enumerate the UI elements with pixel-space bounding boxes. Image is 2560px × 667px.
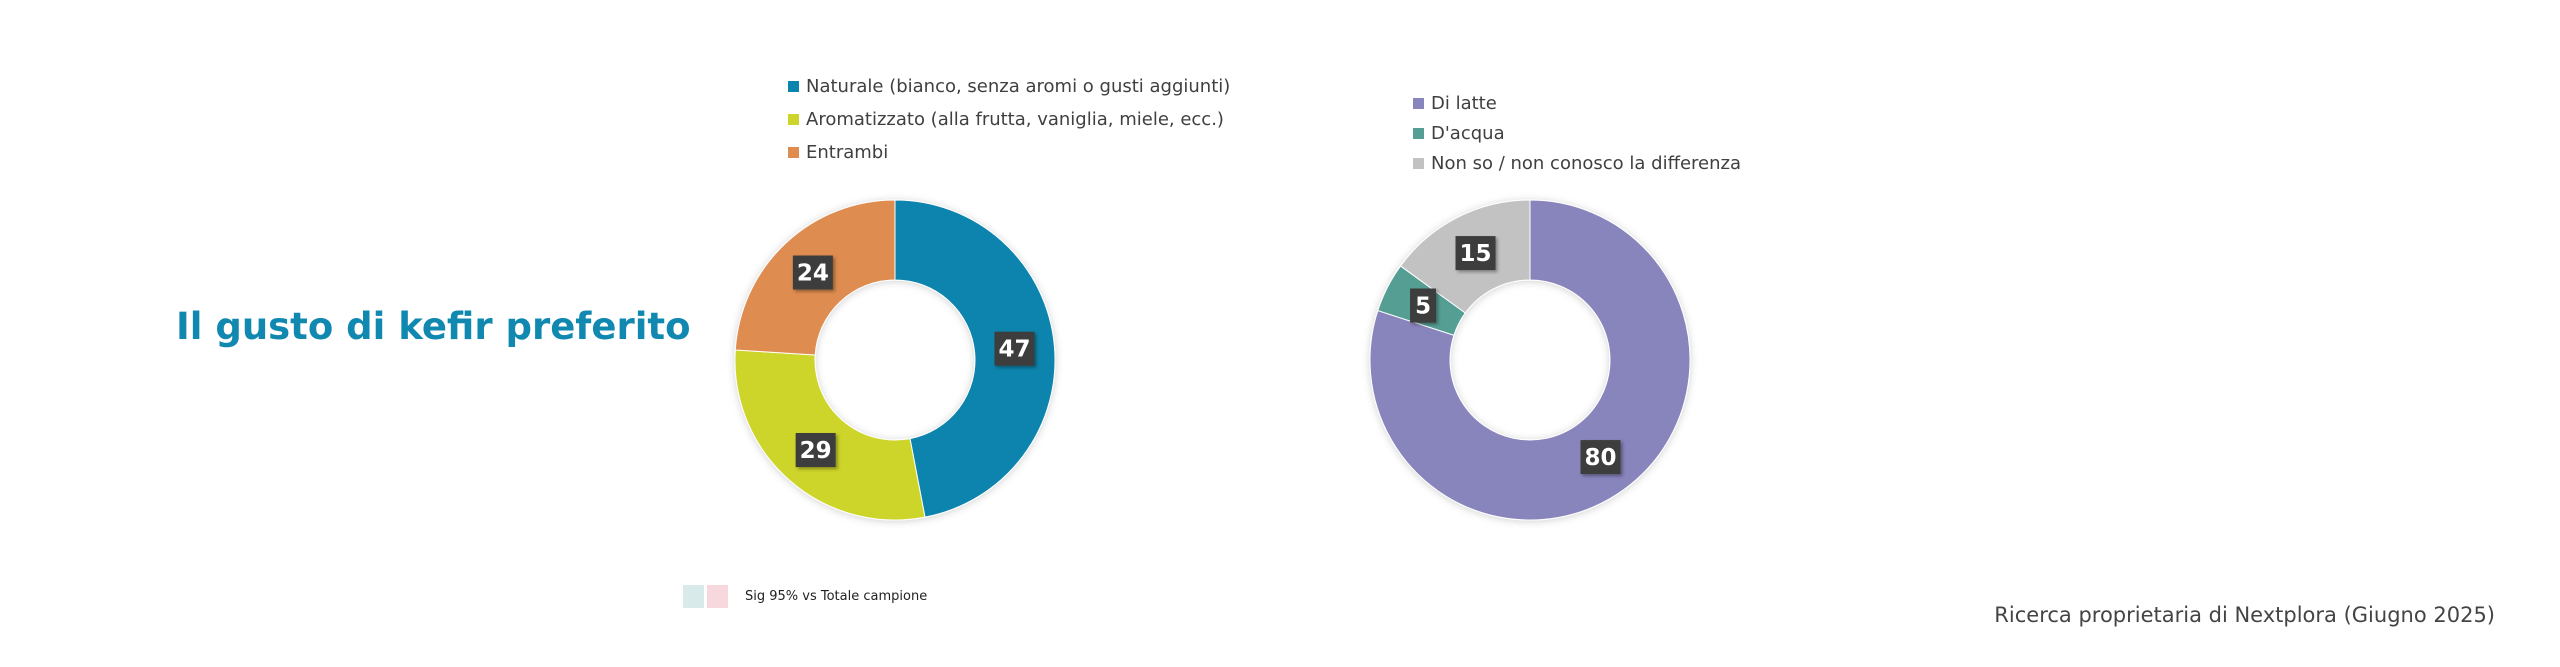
data-label: 80	[1585, 445, 1617, 471]
donut-slice	[1369, 199, 1691, 521]
chart-title: Il gusto di kefir preferito	[176, 305, 691, 348]
data-label: 5	[1415, 294, 1431, 320]
donut-chart-kefir-flavor: 47 29 24	[734, 199, 1056, 521]
data-label-box	[994, 331, 1035, 366]
legend-swatch	[788, 81, 799, 92]
legend-label: Aromatizzato (alla frutta, vaniglia, mie…	[806, 109, 1224, 130]
legend-label: Non so / non conosco la differenza	[1431, 152, 1742, 174]
sig-swatch-positive	[683, 585, 704, 608]
legend-item: D'acqua	[1413, 118, 1741, 148]
data-label-box	[792, 255, 833, 290]
legend-kefir-flavor: Naturale (bianco, senza aromi o gusti ag…	[788, 70, 1230, 169]
legend-label: Entrambi	[806, 142, 889, 163]
legend-label: D'acqua	[1431, 122, 1505, 144]
data-label-box	[1580, 440, 1621, 475]
legend-label: Di latte	[1431, 92, 1497, 114]
donut-chart-kefir-type: 80 5 15	[1369, 199, 1691, 521]
data-label: 47	[998, 337, 1030, 363]
source-note: Ricerca proprietaria di Nextplora (Giugn…	[1994, 603, 2495, 627]
legend-swatch	[788, 147, 799, 158]
data-label: 29	[800, 438, 832, 464]
legend-item: Di latte	[1413, 88, 1741, 118]
data-label-box	[795, 433, 836, 468]
donut-slice	[894, 199, 1056, 518]
sig-label: Sig 95% vs Totale campione	[745, 589, 928, 604]
legend-item: Aromatizzato (alla frutta, vaniglia, mie…	[788, 103, 1230, 136]
legend-item: Entrambi	[788, 136, 1230, 169]
legend-swatch	[1413, 127, 1424, 139]
data-label: 24	[797, 261, 829, 287]
data-label-box	[1410, 288, 1437, 323]
significance-note: Sig 95% vs Totale campione	[683, 585, 927, 608]
data-label: 15	[1460, 241, 1492, 267]
sig-swatch-negative	[707, 585, 728, 608]
legend-item: Naturale (bianco, senza aromi o gusti ag…	[788, 70, 1230, 103]
legend-label: Naturale (bianco, senza aromi o gusti ag…	[806, 76, 1231, 97]
data-label-box	[1455, 236, 1496, 271]
legend-swatch	[1413, 97, 1424, 109]
legend-swatch	[1413, 157, 1424, 169]
legend-kefir-type: Di latte D'acqua Non so / non conosco la d…	[1413, 88, 1741, 187]
legend-swatch	[788, 114, 799, 125]
legend-item: Non so / non conosco la differenza	[1413, 148, 1741, 178]
